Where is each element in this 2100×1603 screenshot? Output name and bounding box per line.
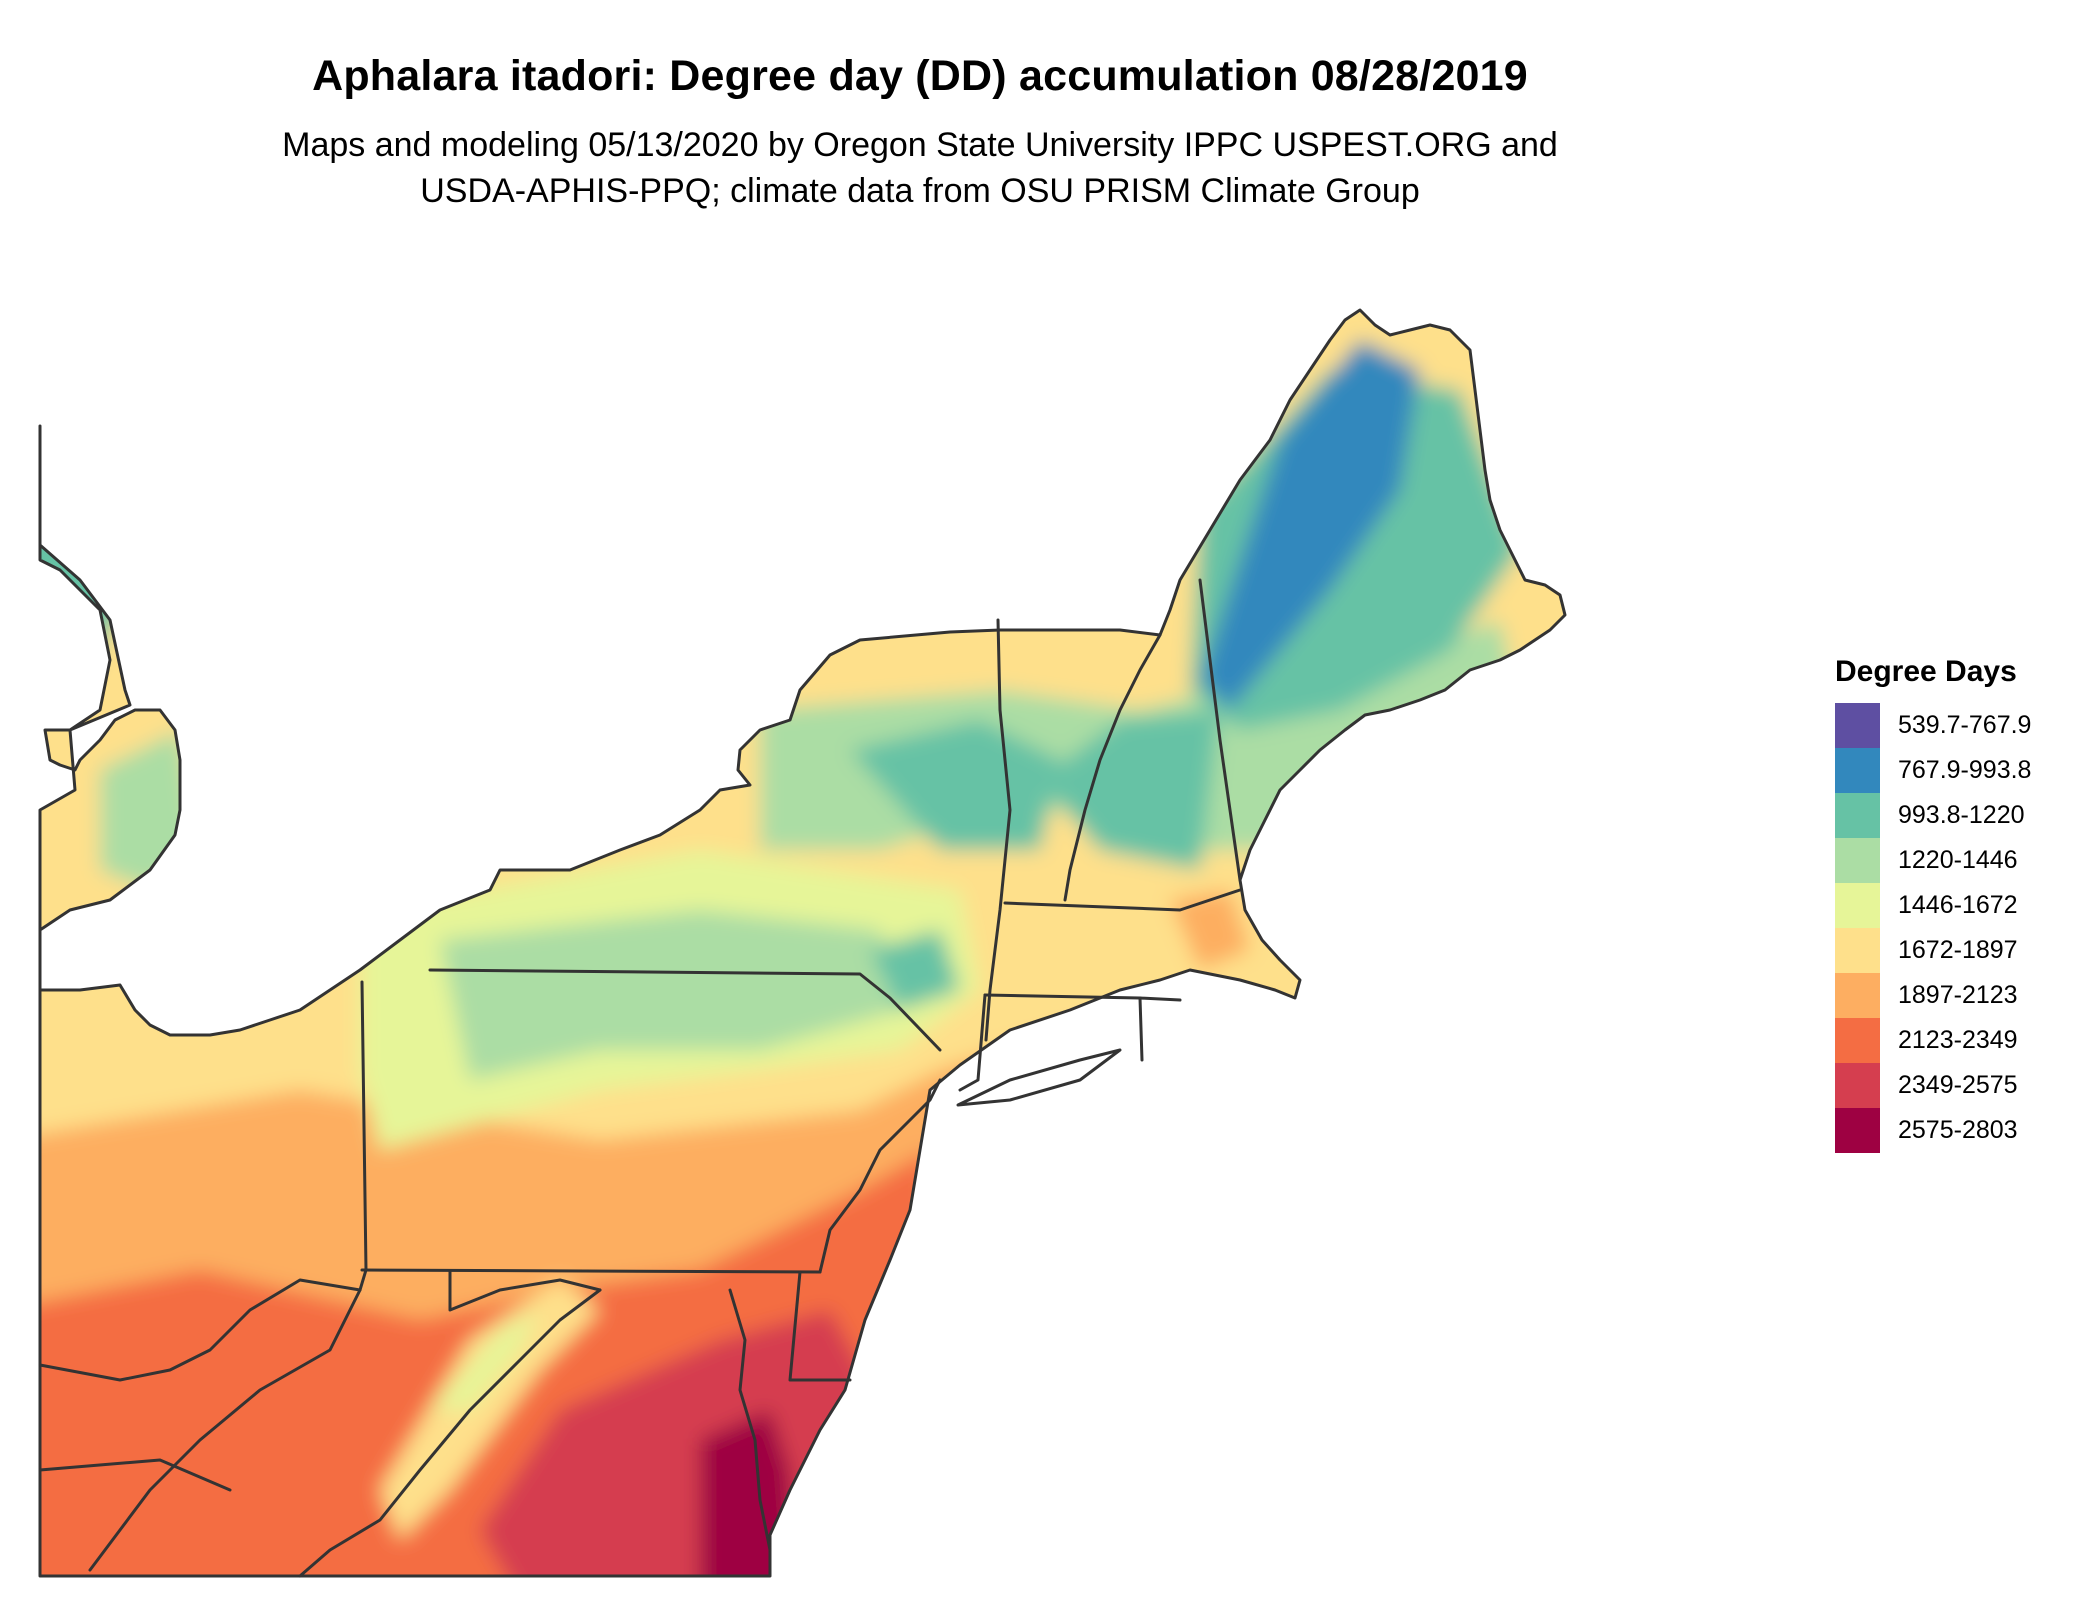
legend-label: 1446-1672 [1898,891,2018,919]
legend-label: 993.8-1220 [1898,801,2025,829]
legend-items: 539.7-767.9 767.9-993.8 993.8-1220 1220-144… [1835,703,2075,1153]
degree-day-zones [40,310,1565,1576]
vermont-west-border [984,618,1012,1042]
pennsylvania-new-york-border [428,968,942,1052]
west-virginia-border [88,1288,362,1572]
massachusetts-north-border [1003,888,1242,912]
legend-label: 2123-2349 [1898,1026,2018,1054]
virginia-south-border [38,1458,232,1492]
legend-label: 539.7-767.9 [1898,711,2032,739]
legend-item: 1897-2123 [1835,973,2075,1018]
legend-swatch [1835,838,1880,883]
legend-label: 1897-2123 [1898,981,2018,1009]
maryland-delaware-border [788,1270,852,1382]
legend-swatch [1835,928,1880,973]
new-hampshire-maine-border [1198,578,1242,882]
connecticut-new-york-border [958,993,987,1092]
legend-swatch [1835,1018,1880,1063]
legend-label: 1220-1446 [1898,846,2018,874]
legend-item: 2123-2349 [1835,1018,2075,1063]
chesapeake-bay [728,1288,772,1552]
legend-item: 1672-1897 [1835,928,2075,973]
legend-title: Degree Days [1835,655,2017,688]
pennsylvania-south-border [360,1268,822,1274]
legend-swatch [1835,793,1880,838]
legend-item: 767.9-993.8 [1835,748,2075,793]
legend-item: 2349-2575 [1835,1063,2075,1108]
legend-swatch [1835,703,1880,748]
vermont-new-hampshire-border [1063,633,1162,902]
pennsylvania-new-jersey-border [818,1078,942,1274]
legend-swatch [1835,973,1880,1018]
map-subtitle-line-2: USDA-APHIS-PPQ; climate data from OSU PR… [420,172,1420,210]
connecticut-rhode-island-border [1138,996,1144,1062]
long-island [956,1048,1122,1107]
west-virginia-virginia-border [298,1288,602,1578]
legend-swatch [1835,883,1880,928]
legend-item: 2575-2803 [1835,1108,2075,1153]
legend-item: 1220-1446 [1835,838,2075,883]
legend-item: 539.7-767.9 [1835,703,2075,748]
legend-swatch [1835,748,1880,793]
legend-label: 2349-2575 [1898,1071,2018,1099]
legend-label: 2575-2803 [1898,1116,2018,1144]
west-virginia-panhandle-border [448,1270,602,1312]
degree-day-map [38,308,1567,1578]
map-legend: Degree Days 539.7-767.9 767.9-993.8 993.8-… [1835,655,2075,1153]
legend-swatch [1835,1063,1880,1108]
legend-swatch [1835,1108,1880,1153]
ohio-border [38,1278,362,1382]
legend-label: 767.9-993.8 [1898,756,2032,784]
legend-item: 1446-1672 [1835,883,2075,928]
legend-item: 993.8-1220 [1835,793,2075,838]
map-title: Aphalara itadori: Degree day (DD) accumu… [312,52,1528,100]
map-subtitle-line-1: Maps and modeling 05/13/2020 by Oregon S… [282,126,1558,164]
state-borders [38,308,1567,1578]
legend-label: 1672-1897 [1898,936,2018,964]
